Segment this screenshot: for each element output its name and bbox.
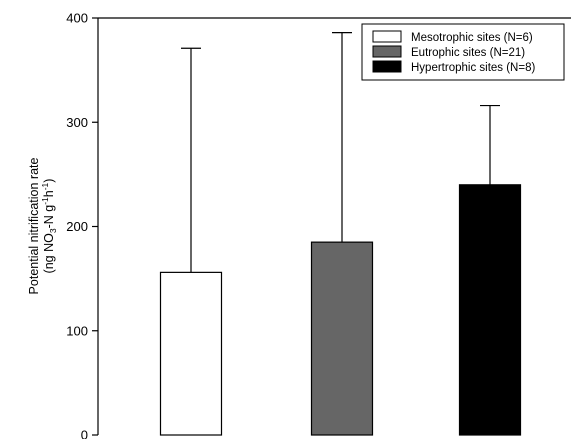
ylabel-sup1: -1	[40, 197, 50, 205]
legend-swatch-mesotrophic	[372, 30, 402, 43]
y-tick-label: 300	[66, 115, 88, 130]
legend-label-hypertrophic: Hypertrophic sites (N=8)	[411, 62, 535, 74]
ylabel-mid: -N g	[42, 205, 56, 229]
ylabel-sub: 3	[48, 228, 58, 233]
bars-group	[159, 184, 522, 436]
ylabel-end: )	[42, 179, 56, 183]
y-tick-label: 200	[66, 219, 88, 234]
y-tick-label: 0	[81, 428, 88, 439]
ylabel-h: h	[42, 190, 56, 197]
bar-0	[159, 271, 223, 436]
error-bars-group	[181, 31, 500, 273]
ylabel-sup2: -1	[40, 182, 50, 190]
ylabel-prefix: (ng NO	[42, 233, 56, 274]
bar-1	[310, 241, 374, 436]
legend-swatch-hypertrophic	[372, 60, 402, 73]
y-axis-ticks: 0 100 200 300 400	[66, 11, 98, 439]
y-tick-label: 100	[66, 323, 88, 338]
y-axis-label-line2: (ng NO3-N g-1h-1)	[40, 179, 58, 274]
y-tick-label: 400	[66, 11, 88, 26]
legend: Mesotrophic sites (N=6) Eutrophic sites …	[361, 23, 565, 81]
y-axis-label: Potential nitrification rate (ng NO3-N g…	[27, 158, 58, 295]
bar-2	[458, 184, 522, 436]
legend-label-eutrophic: Eutrophic sites (N=21)	[411, 47, 525, 59]
y-axis-label-line1: Potential nitrification rate	[27, 158, 41, 295]
legend-label-mesotrophic: Mesotrophic sites (N=6)	[411, 32, 533, 44]
legend-swatch-eutrophic	[372, 45, 402, 58]
